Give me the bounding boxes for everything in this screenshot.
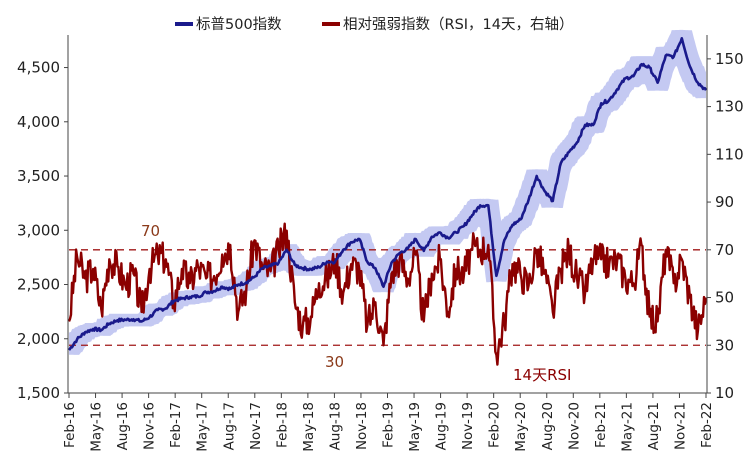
left-tick-label: 2,000 [17, 330, 60, 348]
x-tick-label: Aug-18 [327, 402, 343, 450]
x-tick-label: Feb-21 [593, 402, 609, 448]
x-tick-label: Nov-21 [672, 402, 688, 450]
right-tick-label: 50 [715, 289, 734, 307]
x-tick-label: May-18 [301, 402, 317, 452]
rsi-line [67, 222, 708, 366]
left-tick-label: 2,500 [17, 276, 60, 294]
x-tick-label: Feb-18 [274, 402, 290, 448]
right-tick-label: 70 [715, 241, 734, 259]
legend-label-rsi: 相对强弱指数（RSI，14天，右轴） [343, 16, 574, 33]
left-tick-label: 4,500 [17, 59, 60, 77]
sp500-line [67, 36, 708, 351]
left-tick-label: 3,000 [17, 221, 60, 239]
x-tick-label: May-16 [89, 402, 105, 452]
annotation-rsi: 14天RSI [513, 366, 571, 384]
x-tick-label: Feb-16 [62, 402, 78, 448]
left-tick-label: 4,000 [17, 113, 60, 131]
right-tick-label: 130 [715, 98, 744, 116]
sp500-range-band [69, 29, 706, 355]
left-axis-ticks: 1,500 2,000 2,500 3,000 3,500 4,000 4,500 [17, 59, 68, 402]
x-tick-label: Feb-19 [381, 402, 397, 448]
x-tick-label: Aug-17 [221, 402, 237, 450]
right-tick-label: 150 [715, 50, 744, 68]
x-tick-label: May-17 [195, 402, 211, 452]
x-tick-label: Nov-17 [248, 402, 264, 450]
annotation-70: 70 [141, 222, 160, 240]
x-tick-label: May-19 [407, 402, 423, 452]
x-tick-label: May-21 [619, 402, 635, 452]
legend: 标普500指数 相对强弱指数（RSI，14天，右轴） [175, 16, 574, 33]
x-tick-label: Feb-22 [699, 402, 715, 448]
x-tick-label: May-20 [513, 402, 529, 452]
x-tick-label: Nov-16 [142, 402, 158, 450]
right-axis-ticks: 10 30 50 70 90 110 130 150 [707, 50, 744, 402]
x-tick-label: Aug-16 [115, 402, 131, 450]
right-tick-label: 30 [715, 336, 734, 354]
left-tick-label: 1,500 [17, 384, 60, 402]
x-axis-ticks: Feb-16 May-16 Aug-16 Nov-16 Feb-17 May-17 Aug-… [62, 393, 715, 452]
x-tick-label: Nov-20 [566, 402, 582, 450]
right-tick-label: 90 [715, 193, 734, 211]
right-tick-label: 110 [715, 145, 744, 163]
x-tick-label: Aug-19 [434, 402, 450, 450]
left-tick-label: 3,500 [17, 167, 60, 185]
x-tick-label: Feb-20 [487, 402, 503, 448]
annotation-30: 30 [325, 353, 344, 371]
legend-label-sp500: 标普500指数 [196, 16, 282, 33]
right-tick-label: 10 [715, 384, 734, 402]
plot-area [67, 29, 708, 366]
x-tick-label: Aug-21 [646, 402, 662, 450]
x-tick-label: Feb-17 [168, 402, 184, 448]
x-tick-label: Aug-20 [540, 402, 556, 450]
x-tick-label: Nov-19 [460, 402, 476, 450]
x-tick-label: Nov-18 [354, 402, 370, 450]
